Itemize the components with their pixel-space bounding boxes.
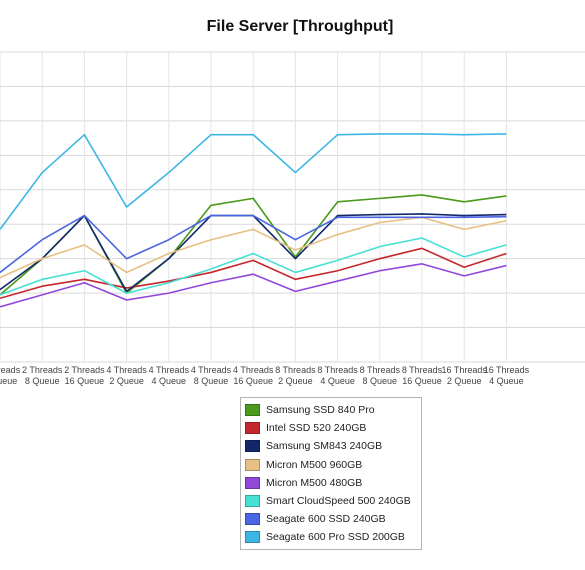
legend-label: Samsung SM843 240GB (266, 440, 383, 453)
legend-label: Micron M500 960GB (266, 458, 363, 471)
chart-title: File Server [Throughput] (206, 18, 394, 35)
x-tick-label: 8 Queue (25, 376, 60, 386)
legend-label: Samsung SSD 840 Pro (266, 404, 375, 417)
legend-item: Smart CloudSpeed 500 240GB (241, 492, 421, 510)
legend-item: Samsung SM843 240GB (241, 437, 421, 455)
legend-item: Micron M500 480GB (241, 474, 421, 492)
legend-swatch (245, 404, 260, 417)
legend-label: Micron M500 480GB (266, 476, 363, 489)
x-tick-label: 2 Threads (22, 365, 63, 375)
x-tick-label: 16 Threads (442, 365, 488, 375)
legend-swatch (245, 422, 260, 435)
grid (0, 51, 585, 363)
series-line-7 (0, 214, 507, 274)
x-tick-label: 4 Queue (152, 376, 187, 386)
legend-item: Micron M500 960GB (241, 456, 421, 474)
series-layer (0, 133, 507, 308)
x-tick-label: 16 Queue (65, 376, 105, 386)
x-tick-label: 4 Threads (149, 365, 190, 375)
legend-swatch (245, 531, 260, 544)
x-tick-label: 8 Threads (317, 365, 358, 375)
x-tick-label: 16 Queue (233, 376, 273, 386)
x-tick-label: 8 Threads (275, 365, 316, 375)
x-tick-label: 4 Threads (191, 365, 232, 375)
series-line-2 (0, 247, 507, 300)
x-tick-label: 2 Queue (278, 376, 313, 386)
legend-swatch (245, 476, 260, 489)
series-line-5 (0, 263, 507, 308)
legend-label: Seagate 600 Pro SSD 200GB (266, 531, 405, 544)
legend-item: Samsung SSD 840 Pro (241, 401, 421, 419)
legend-swatch (245, 495, 260, 508)
legend-item: Intel SSD 520 240GB (241, 419, 421, 437)
series-line-6 (0, 237, 507, 296)
legend-item: Seagate 600 Pro SSD 200GB (241, 528, 421, 546)
legend-swatch (245, 513, 260, 526)
legend: Samsung SSD 840 Pro Intel SSD 520 240GB Sa… (240, 397, 422, 550)
legend-label: Smart CloudSpeed 500 240GB (266, 495, 411, 508)
legend-label: Intel SSD 520 240GB (266, 422, 367, 435)
x-tick-label: 2 Threads (64, 365, 105, 375)
x-tick-label: 8 Threads (402, 365, 443, 375)
x-tick-label: 1 Threads (0, 365, 21, 375)
x-tick-label: 2 Queue (447, 376, 482, 386)
x-tick-label: 4 Queue (0, 376, 17, 386)
legend-swatch (245, 458, 260, 471)
x-tick-label: 8 Queue (363, 376, 398, 386)
series-line-8 (0, 133, 507, 230)
x-tick-label: 4 Threads (106, 365, 147, 375)
x-tick-label: 8 Queue (194, 376, 229, 386)
legend-swatch (245, 440, 260, 453)
legend-label: Seagate 600 SSD 240GB (266, 513, 386, 526)
x-tick-label: 8 Threads (360, 365, 401, 375)
x-tick-label: 4 Queue (489, 376, 524, 386)
x-tick-label: 16 Threads (484, 365, 530, 375)
legend-item: Seagate 600 SSD 240GB (241, 510, 421, 528)
x-tick-label: 4 Queue (320, 376, 355, 386)
x-tick-label: 4 Threads (233, 365, 274, 375)
x-tick-label: 16 Queue (402, 376, 442, 386)
x-tick-label: 2 Queue (109, 376, 144, 386)
